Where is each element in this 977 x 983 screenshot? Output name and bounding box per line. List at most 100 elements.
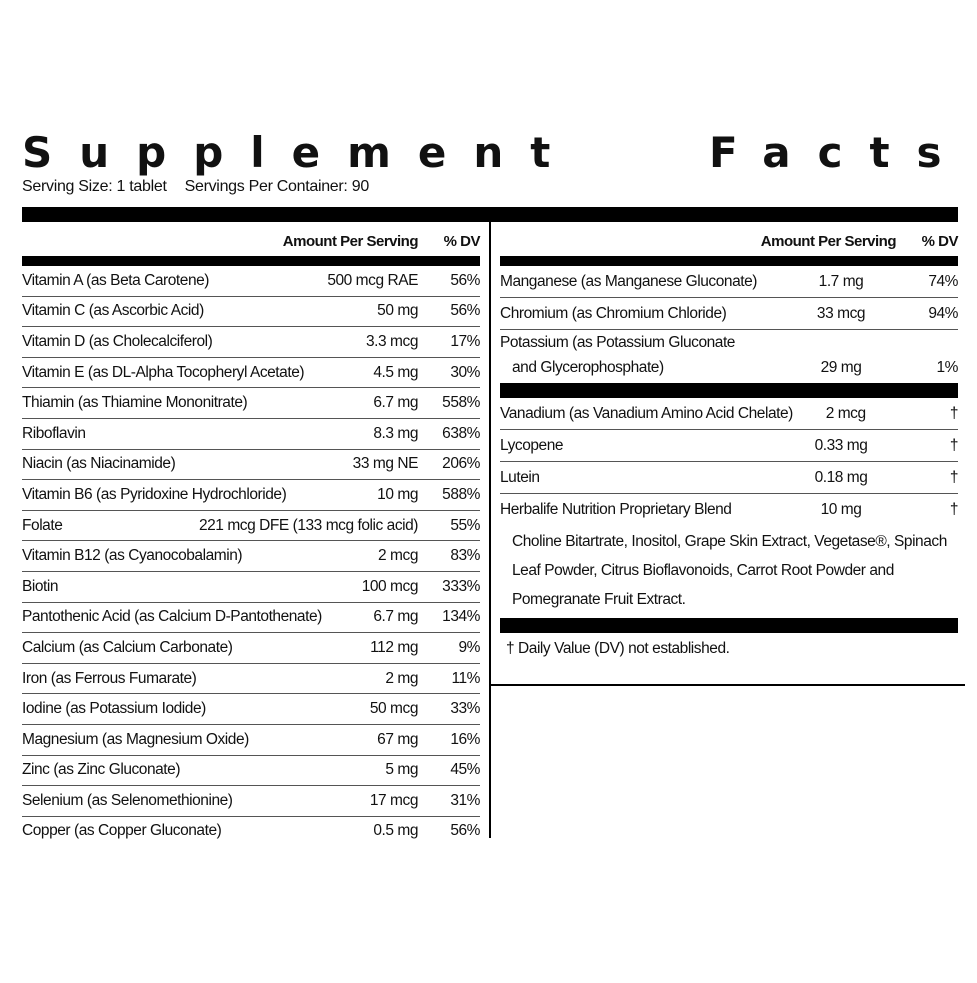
nutrient-dv: 558% — [442, 394, 480, 412]
nutrient-name: Folate — [22, 516, 63, 534]
serving-info: Serving Size: 1 tablet Servings Per Conta… — [22, 178, 387, 196]
nutrient-name: Vanadium (as Vanadium Amino Acid Chelate… — [500, 404, 793, 422]
table-row: Folate 221 mcg DFE (133 mcg folic acid) 55… — [22, 511, 480, 542]
nutrient-dv: 206% — [442, 455, 480, 473]
right-column: Amount Per Serving % DV Manganese (as Ma… — [500, 222, 959, 672]
nutrient-name: Riboflavin — [22, 424, 86, 442]
nutrient-name: Lycopene — [500, 436, 564, 454]
dv-header: % DV — [443, 233, 481, 250]
table-row: Biotin 100 mcg 333% — [22, 572, 480, 603]
left-rows: Vitamin A (as Beta Carotene) 500 mcg RAE 5… — [22, 266, 480, 846]
nutrient-dv: 56% — [450, 302, 480, 320]
servings-per-container: Servings Per Container: 90 — [184, 178, 370, 195]
dv-header: % DV — [921, 233, 959, 250]
nutrient-name: Vitamin B12 (as Cyanocobalamin) — [22, 547, 243, 565]
table-row: Niacin (as Niacinamide) 33 mg NE 206% — [22, 450, 480, 481]
nutrient-amount: 6.7 mg — [373, 608, 418, 626]
nutrient-dv: 83% — [450, 547, 480, 565]
table-row: Vitamin C (as Ascorbic Acid) 50 mg 56% — [22, 297, 480, 328]
nutrient-dv: 9% — [458, 638, 480, 656]
table-row: Magnesium (as Magnesium Oxide) 67 mg 16% — [22, 725, 480, 756]
bottom-rule — [490, 684, 965, 686]
page-title: Supplement Facts — [22, 128, 969, 177]
table-row: Chromium (as Chromium Chloride) 33 mcg 94% — [500, 298, 958, 330]
blend-ingredients: Choline Bitartrate, Inositol, Grape Skin… — [512, 533, 947, 608]
nutrient-amount: 8.3 mg — [373, 424, 418, 442]
nutrient-dv: 94% — [928, 304, 958, 322]
nutrient-amount: 5 mg — [385, 761, 418, 779]
nutrient-name: Vitamin E (as DL-Alpha Tocopheryl Acetat… — [22, 363, 305, 381]
nutrient-dv: 134% — [442, 608, 480, 626]
nutrient-amount: 221 mcg DFE (133 mcg folic acid) — [198, 516, 418, 534]
nutrient-name: Selenium (as Selenomethionine) — [22, 791, 233, 809]
nutrient-name: Lutein — [500, 468, 540, 486]
nutrient-name: Calcium (as Calcium Carbonate) — [22, 638, 233, 656]
nutrient-amount: 50 mcg — [369, 700, 419, 718]
footnote: † Daily Value (DV) not established. — [506, 640, 730, 657]
table-row: Vitamin E (as DL-Alpha Tocopheryl Acetat… — [22, 358, 480, 389]
nutrient-dv: 45% — [450, 761, 480, 779]
nutrient-name: Vitamin B6 (as Pyridoxine Hydrochloride) — [22, 485, 287, 503]
nutrient-dv: † — [949, 500, 959, 518]
table-row: Zinc (as Zinc Gluconate) 5 mg 45% — [22, 756, 480, 787]
header-bar — [500, 256, 958, 266]
table-row: Lycopene 0.33 mg † — [500, 430, 958, 462]
nutrient-amount: 50 mg — [377, 302, 418, 320]
table-row: Vitamin A (as Beta Carotene) 500 mcg RAE 5… — [22, 266, 480, 297]
nutrient-dv: 56% — [450, 271, 480, 289]
nutrient-name: Vitamin D (as Cholecalciferol) — [22, 332, 213, 350]
nutrient-amount: 33 mcg — [816, 304, 866, 322]
table-row: Selenium (as Selenomethionine) 17 mcg 31% — [22, 786, 480, 817]
nutrient-name: Niacin (as Niacinamide) — [22, 455, 176, 473]
nutrient-dv: 11% — [451, 669, 480, 687]
nutrient-amount: 3.3 mcg — [366, 332, 418, 350]
nutrient-amount: 0.33 mg — [814, 436, 868, 454]
table-row: Calcium (as Calcium Carbonate) 112 mg 9% — [22, 633, 480, 664]
nutrient-dv: 17% — [450, 332, 480, 350]
table-row: Thiamin (as Thiamine Mononitrate) 6.7 mg 5… — [22, 388, 480, 419]
nutrient-amount: 10 mg — [377, 485, 418, 503]
nutrient-dv: 56% — [450, 822, 480, 840]
nutrient-name: Copper (as Copper Gluconate) — [22, 822, 222, 840]
nutrient-dv: † — [949, 468, 959, 486]
nutrient-dv: 30% — [450, 363, 480, 381]
left-header: Amount Per Serving % DV — [22, 222, 481, 250]
column-divider — [489, 222, 491, 838]
table-row: Riboflavin 8.3 mg 638% — [22, 419, 480, 450]
nutrient-name: Chromium (as Chromium Chloride) — [500, 304, 727, 322]
table-row: Vanadium (as Vanadium Amino Acid Chelate… — [500, 398, 958, 430]
nutrient-name: Iodine (as Potassium Iodide) — [22, 700, 206, 718]
nutrient-amount: 2 mg — [385, 669, 418, 687]
nutrient-amount: 29 mg — [820, 359, 862, 376]
nutrient-name: Iron (as Ferrous Fumarate) — [22, 669, 197, 687]
nutrient-amount: 2 mcg — [378, 547, 418, 565]
nutrient-dv: 588% — [442, 485, 480, 503]
nutrient-amount: 100 mcg — [361, 577, 419, 595]
table-row: Manganese (as Manganese Gluconate) 1.7 mg… — [500, 266, 958, 298]
nutrient-amount: 67 mg — [377, 730, 418, 748]
nutrient-dv: 1% — [936, 359, 958, 376]
nutrient-dv: 55% — [450, 516, 480, 534]
nutrient-dv: 638% — [442, 424, 480, 442]
table-row: Herbalife Nutrition Proprietary Blend 10 … — [500, 494, 958, 525]
nutrient-amount: 500 mcg RAE — [327, 271, 418, 289]
nutrient-amount: 4.5 mg — [373, 363, 418, 381]
table-row: Vitamin B12 (as Cyanocobalamin) 2 mcg 83% — [22, 541, 480, 572]
nutrient-amount: 0.5 mg — [373, 822, 418, 840]
amount-header: Amount Per Serving — [282, 233, 419, 250]
nutrient-dv: † — [949, 436, 959, 454]
table-row: Iron (as Ferrous Fumarate) 2 mg 11% — [22, 664, 480, 695]
nutrient-name: Pantothenic Acid (as Calcium D-Pantothen… — [22, 608, 322, 626]
table-row-potassium: Potassium (as Potassium Gluconate and Gl… — [500, 330, 958, 383]
table-row: Iodine (as Potassium Iodide) 50 mcg 33% — [22, 694, 480, 725]
right-header: Amount Per Serving % DV — [500, 222, 959, 250]
table-row: Vitamin B6 (as Pyridoxine Hydrochloride)… — [22, 480, 480, 511]
nutrient-name: Zinc (as Zinc Gluconate) — [22, 761, 181, 779]
nutrient-amount: 1.7 mg — [818, 272, 864, 290]
nutrient-name: Manganese (as Manganese Gluconate) — [500, 272, 757, 290]
nutrient-dv: 74% — [928, 272, 958, 290]
table-row: Pantothenic Acid (as Calcium D-Pantothen… — [22, 603, 480, 634]
nutrient-amount: 6.7 mg — [373, 394, 418, 412]
table-row: Vitamin D (as Cholecalciferol) 3.3 mcg 17% — [22, 327, 480, 358]
nutrient-dv: 333% — [442, 577, 480, 595]
